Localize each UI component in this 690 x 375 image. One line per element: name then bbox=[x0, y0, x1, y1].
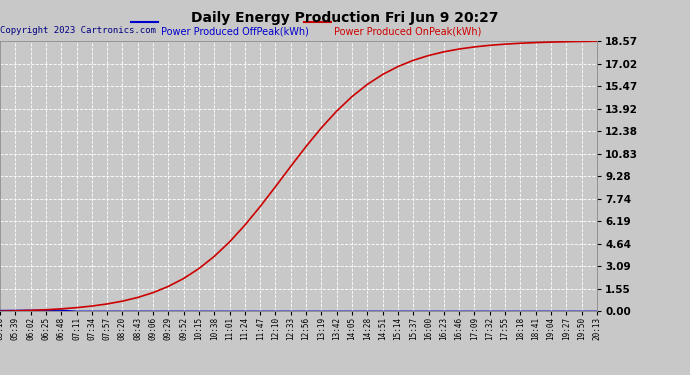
Text: Power Produced OffPeak(kWh): Power Produced OffPeak(kWh) bbox=[161, 26, 309, 36]
Text: Copyright 2023 Cartronics.com: Copyright 2023 Cartronics.com bbox=[0, 26, 156, 35]
Text: Power Produced OnPeak(kWh): Power Produced OnPeak(kWh) bbox=[334, 26, 482, 36]
Text: Daily Energy Production Fri Jun 9 20:27: Daily Energy Production Fri Jun 9 20:27 bbox=[191, 11, 499, 25]
